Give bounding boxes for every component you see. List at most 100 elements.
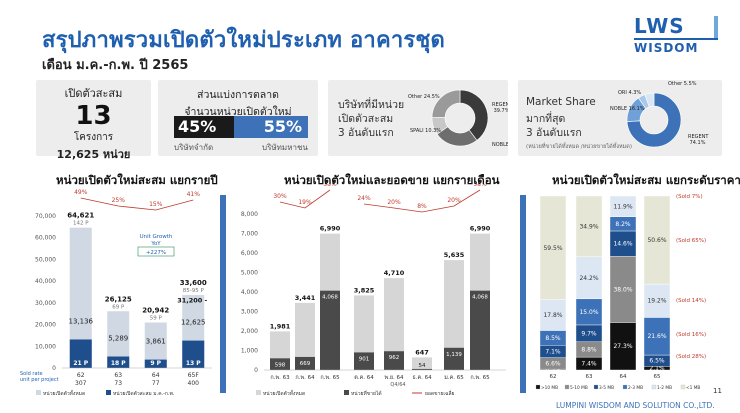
private-share-label: บริษัทจำกัด [174,143,214,152]
chart1-project-label: 59 P [150,316,163,322]
chart1-legend-janfeb: หน่วยเปิดตัวสะสม ม.ค.-ก.พ. [113,390,175,397]
donut1-slice-other [431,89,461,118]
chart3-legend-label: 1-2 MB [657,385,672,391]
chart1-ytick: 0 [52,365,56,372]
top3-units-donut: REGENT 39.7% NOBLE 25.5% SPALI 10.3% Other … [408,89,508,148]
chart1-x-sublabel: 73 [114,380,122,387]
chart2-xtick: ธ.ค. 64 [412,374,432,381]
chart1-xtick: 63 [114,372,122,379]
donut2-label-name: NOBLE [610,106,627,112]
donut2-label-pct: 74.1% [688,140,706,146]
chart1-total-label: 33,600 [180,279,207,287]
chart2-xtick: ก.พ. 64 [295,375,315,381]
donut1-label-name: SPALI [410,128,424,134]
chart2-bar-sold [354,352,374,370]
chart3-segment-label: 50.6% [647,237,666,244]
chart2-bar-total [412,357,432,370]
chart3-legend-swatch [680,384,686,390]
chart3-segment-label: 6.6% [545,360,561,367]
chart2-bar-sold [270,358,290,370]
chart2-bar-sold [320,290,340,370]
chart3-segment-label: 15.0% [579,309,598,316]
chart2-xtick: ก.พ. 65 [470,375,490,381]
chart3-legend-label: 3-5 MB [599,385,614,391]
divider-left [220,195,226,393]
donut1-label-pct: 24.5% [422,94,440,100]
market-share-line1: Market Share [526,96,596,108]
chart1-bar-total [69,227,92,368]
share-card-title2: จำนวนหน่วยเปิดตัวใหม่ [184,106,292,118]
chart2-sold-label: 4,068 [472,295,488,301]
chart2-xtick: ต.ค. 64 [354,375,374,381]
chart3-xtick: 62 [550,374,557,380]
private-share-value: 45% [174,116,234,138]
donut1-label-name: NOBLE [492,142,508,148]
chart2-bar-sold [295,356,315,370]
chart1-annotation-box [137,246,175,257]
chart1-legend-janfeb-swatch [106,390,111,395]
chart1-total-label: 26,125 [105,295,132,303]
chart2-monthly-units: 0 1,000 2,000 3,000 4,000 5,000 6,000 7,000 8,00… [241,184,506,397]
logo-text-bottom: WISDOM [634,41,699,55]
chart1-bar-total [144,322,167,368]
chart3-segment-label: 19.2% [647,298,666,305]
chart3-segment [609,322,637,371]
chart3-price-segments: 0.5%6.6% 7.1% 8.5% 17.8% 59.5% 62 7.4% 8.8% 9.7%… [535,194,706,391]
chart1-project-count: 13 P [186,360,201,367]
chart1-x-sublabel: 307 [75,380,87,387]
top3-units-line1: บริษัทที่มีหน่วย [338,99,405,111]
chart3-segment-label: 2.1% [649,365,665,372]
chart3-segment [609,230,637,257]
chart2-rate-line-a [279,189,331,209]
chart2-total-label: 6,990 [320,225,341,233]
chart2-bar-total [354,295,374,370]
chart2-legend-total: หน่วยเปิดตัวทั้งหมด [263,388,305,397]
logo-divider [634,38,718,40]
chart1-ytick: 10,000 [35,343,56,350]
chart1-annotation-line2: YoY [150,241,161,247]
market-share-line2: มากที่สุด [526,113,566,125]
chart2-rate-label: 8% [417,203,427,210]
chart1-ytick: 50,000 [35,256,56,263]
chart3-segment-label: 34.9% [579,223,598,230]
chart2-ytick: 7,000 [241,231,258,238]
chart3-segment-label: 8.8% [581,346,597,353]
chart3-xtick: 65 [654,374,661,380]
chart2-legend-sold: หน่วยที่ขายได้ [351,390,382,397]
donut1-label-pct: 10.3% [424,128,442,134]
chart2-rate-label: 24% [357,195,371,202]
chart1-annotation-line1: Unit Growth [140,234,173,240]
chart1-growth-label: 25% [112,197,126,204]
chart2-ytick: 2,000 [241,328,258,335]
donut2-label-regent: REGENT 74.1% [688,134,709,146]
chart2-total-label: 3,441 [295,294,316,302]
donut1-label-noble: NOBLE 25.5% [492,142,508,148]
market-share-donut: REGENT 74.1% NOBLE 16.1% ORI 4.3% Other 5.5… [610,81,709,148]
chart1-jan-feb-label: 13,136 [69,317,94,325]
launch-card-label: เปิดตัวสะสม [64,87,123,100]
donut1-label-name: Other [408,94,423,100]
chart3-sold-label: (Sold 14%) [676,298,706,304]
chart2-rate-label: 19% [298,199,312,206]
top3-units-card: บริษัทที่มีหน่วย เปิดตัวสะสม 3 อันดับแรก… [328,80,508,156]
chart1-bar-jan-feb [107,356,130,368]
chart2-ytick: 5,000 [241,270,258,277]
chart1-project-label: 85-95 P [183,288,205,294]
chart3-sold-label: (Sold 7%) [676,194,703,200]
top3-units-line3: 3 อันดับแรก [338,127,394,139]
donut1-label-spali: SPALI 10.3% [410,128,441,134]
share-card: ส่วนแบ่งการตลาด จำนวนหน่วยเปิดตัวใหม่ 45… [158,80,318,156]
chart2-ytick: 6,000 [241,250,258,257]
donut2-label-ori: ORI 4.3% [618,90,641,96]
donut1-label-name: REGENT [492,102,508,108]
chart2-ytick: 3,000 [241,309,258,316]
tower-icon [714,16,718,38]
chart1-ytick: 60,000 [35,235,56,242]
chart2-ytick: 1,000 [241,348,258,355]
chart1-xtick: 64 [152,372,160,379]
chart1-bar-jan-feb [144,359,167,368]
chart1-yearly-units: 0 10,000 20,000 30,000 40,000 50,000 60,000 70,… [20,189,212,397]
page-title: สรุปภาพรวมเปิดตัวใหม่ประเภท อาคารชุด [42,28,446,53]
chart1-x-sublabel: 400 [188,380,200,387]
